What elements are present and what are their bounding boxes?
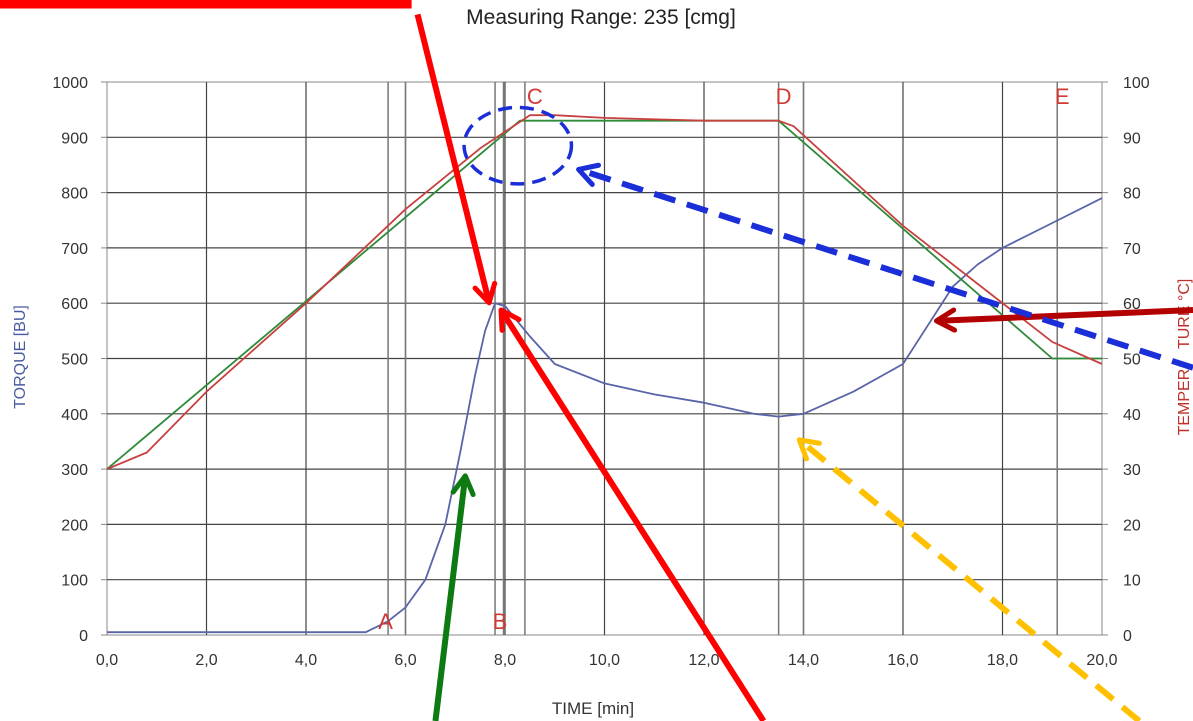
phase-label-D: D — [776, 84, 792, 109]
y-axis-right-label: TEMPER TURE °C] — [1176, 279, 1193, 436]
x-tick-label-0: 0,0 — [96, 652, 118, 669]
x-tick-label-8: 16,0 — [887, 652, 918, 669]
y-left-tick-label-3: 300 — [61, 462, 88, 479]
y-left-tick-label-6: 600 — [61, 296, 88, 313]
y-left-tick-label-8: 800 — [61, 186, 88, 203]
x-tick-label-5: 10,0 — [589, 652, 620, 669]
annotation-arrow-3 — [933, 307, 1193, 333]
x-tick-label-6: 12,0 — [688, 652, 719, 669]
chart-title: Measuring Range: 235 [cmg] — [466, 6, 736, 29]
annotation-arrow-1 — [498, 307, 767, 721]
y-left-tick-label-10: 1000 — [52, 75, 88, 92]
x-tick-label-9: 18,0 — [987, 652, 1018, 669]
phase-lines — [387, 82, 1058, 635]
y-left-tick-label-5: 500 — [61, 352, 88, 369]
y-right-tick-label-4: 40 — [1123, 407, 1141, 424]
y-left-tick-label-0: 0 — [79, 628, 88, 645]
annotation-arrow-0 — [414, 13, 498, 306]
y-axis-right-label-part1: TEMPER — [1176, 369, 1193, 435]
tick-labels: 0,0 2,0 4,0 6,0 8,0 10,0 12,0 14,0 16,0 18,0 20,0 0… — [52, 75, 1149, 669]
phase-label-B: B — [493, 609, 508, 634]
y-axis-left-label: TORQUE [BU] — [12, 305, 29, 409]
y-right-tick-label-6: 60 — [1123, 296, 1141, 313]
annotation-arrow-5 — [796, 437, 1142, 721]
y-left-tick-label-7: 700 — [61, 241, 88, 258]
x-axis-label: TIME [min] — [552, 699, 634, 718]
y-axis-right-label-part2: TURE °C] — [1176, 279, 1193, 349]
grid — [106, 81, 1103, 636]
x-tick-label-7: 14,0 — [788, 652, 819, 669]
y-right-tick-label-5: 50 — [1123, 352, 1141, 369]
series-line-2 — [106, 114, 1103, 470]
y-right-tick-label-10: 100 — [1123, 75, 1150, 92]
y-right-tick-label-8: 80 — [1123, 186, 1141, 203]
y-left-tick-label-4: 400 — [61, 407, 88, 424]
x-tick-label-1: 2,0 — [195, 652, 217, 669]
phase-labels: A B C D E — [378, 84, 1069, 634]
phase-label-A: A — [378, 609, 393, 634]
x-tick-label-4: 8,0 — [494, 652, 516, 669]
y-right-tick-label-9: 90 — [1123, 130, 1141, 147]
x-tick-label-3: 6,0 — [394, 652, 416, 669]
y-left-tick-label-9: 900 — [61, 130, 88, 147]
y-left-tick-label-2: 200 — [61, 517, 88, 534]
annotation-arrow-2 — [432, 473, 476, 721]
phase-label-C: C — [527, 84, 543, 109]
y-right-tick-label-3: 30 — [1123, 462, 1141, 479]
y-left-tick-label-1: 100 — [61, 573, 88, 590]
y-right-tick-label-0: 0 — [1123, 628, 1132, 645]
y-right-tick-label-1: 10 — [1123, 573, 1141, 590]
annotation-ellipse-6 — [462, 105, 574, 186]
y-right-tick-label-7: 70 — [1123, 241, 1141, 258]
phase-label-E: E — [1055, 84, 1070, 109]
x-tick-label-10: 20,0 — [1086, 652, 1117, 669]
x-tick-label-2: 4,0 — [295, 652, 317, 669]
y-right-tick-label-2: 20 — [1123, 517, 1141, 534]
annotation-arrow-4 — [576, 162, 1193, 371]
